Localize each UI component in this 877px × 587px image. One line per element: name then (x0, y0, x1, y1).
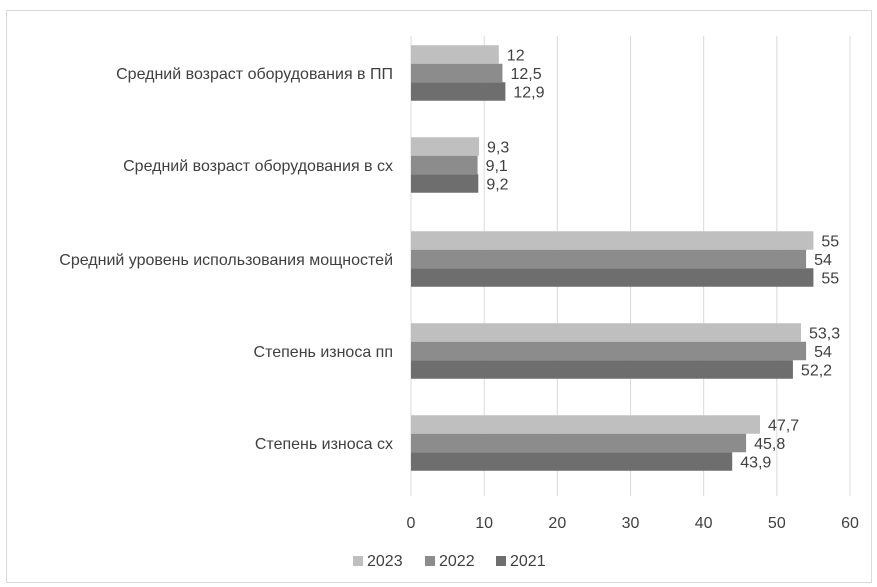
category-label: Средний уровень использования мощностей (59, 252, 393, 269)
data-label: 9,3 (487, 140, 509, 157)
data-label: 54 (814, 252, 832, 269)
bar (411, 323, 801, 342)
legend-swatch (425, 556, 435, 566)
data-label: 53,3 (809, 326, 840, 343)
bar (411, 231, 814, 250)
data-label: 12,5 (510, 66, 541, 83)
data-label: 12,9 (513, 85, 544, 102)
x-tick-label: 30 (622, 515, 640, 532)
bar (411, 137, 480, 156)
bar (411, 452, 733, 471)
x-tick-label: 50 (768, 515, 786, 532)
bar (411, 174, 479, 193)
x-tick-label: 0 (407, 515, 416, 532)
bar (411, 82, 506, 101)
data-label: 47,7 (768, 418, 799, 435)
x-axis-ticks: 0 10 20 30 40 50 60 (407, 515, 859, 532)
bar (411, 155, 478, 175)
bar (411, 45, 499, 64)
x-tick-label: 60 (841, 515, 859, 532)
data-label: 43,9 (740, 455, 771, 472)
x-tick-label: 10 (475, 515, 493, 532)
bar (411, 433, 747, 453)
legend-label: 2023 (367, 553, 403, 570)
category-label: Средний возраст оборудования в ПП (116, 66, 393, 83)
bar (411, 268, 814, 287)
data-label: 55 (821, 271, 839, 288)
data-label: 54 (814, 344, 832, 361)
legend: 2023 2022 2021 (353, 553, 546, 570)
category-label: Средний возраст оборудования в сх (123, 158, 393, 175)
category-label: Степень износа пп (254, 344, 393, 361)
bars (411, 45, 814, 471)
category-label: Степень износа сх (255, 436, 393, 453)
data-label: 12 (507, 48, 525, 65)
chart-frame (6, 10, 872, 583)
bar (411, 415, 761, 434)
data-label: 45,8 (754, 436, 785, 453)
x-tick-label: 20 (548, 515, 566, 532)
data-labels: 1212,512,99,39,19,255545553,35452,247,74… (486, 48, 841, 472)
legend-label: 2021 (510, 553, 546, 570)
bar (411, 360, 793, 379)
bar (411, 63, 503, 83)
x-tick-label: 40 (695, 515, 713, 532)
legend-swatch (353, 556, 363, 566)
bar (411, 249, 807, 269)
data-label: 52,2 (801, 363, 832, 380)
data-label: 9,1 (486, 158, 508, 175)
legend-label: 2022 (439, 553, 475, 570)
bar (411, 341, 807, 361)
data-label: 9,2 (486, 177, 508, 194)
data-label: 55 (821, 234, 839, 251)
legend-swatch (496, 556, 506, 566)
category-labels: Средний возраст оборудования в ПП Средний… (59, 66, 393, 453)
